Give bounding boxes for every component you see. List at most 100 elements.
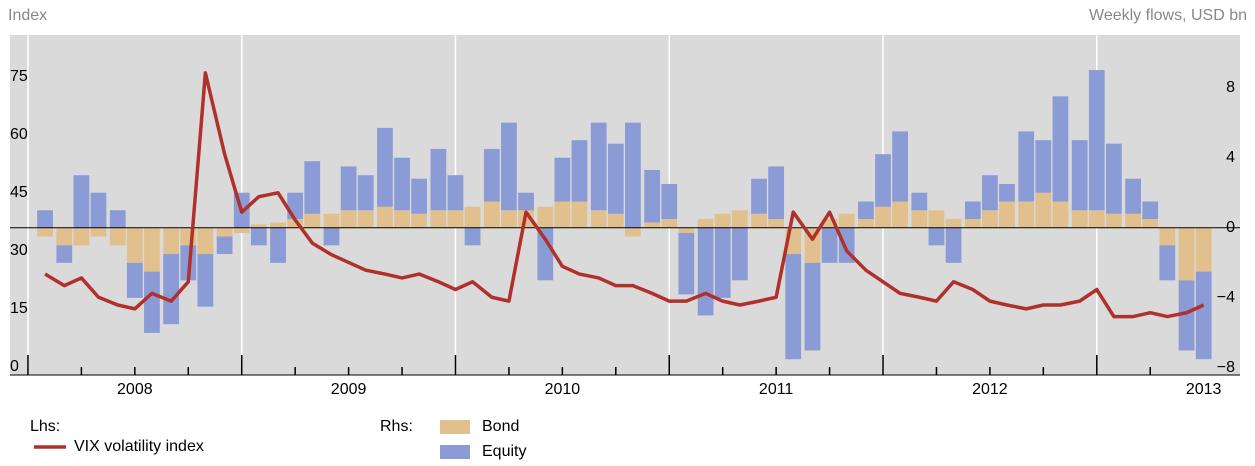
bar (270, 222, 286, 228)
bar (464, 227, 481, 246)
bar (250, 224, 267, 228)
bar (945, 219, 962, 228)
bar (571, 201, 588, 228)
bar (394, 210, 410, 228)
bar (911, 210, 928, 228)
legend-group-label: Rhs: (380, 418, 413, 435)
bar (590, 122, 607, 211)
bar (537, 227, 554, 281)
bar (1195, 271, 1212, 360)
bar (197, 227, 214, 255)
bar (928, 227, 945, 246)
y-tick-label: 60 (10, 126, 28, 143)
bar (607, 213, 624, 228)
bar (1142, 201, 1159, 220)
bar (37, 210, 53, 228)
bar (90, 227, 107, 237)
bar (644, 222, 661, 228)
legend-label: VIX volatility index (74, 438, 204, 455)
x-tick-label: 2011 (759, 381, 794, 398)
bar (411, 213, 428, 228)
bar (1178, 227, 1195, 281)
x-tick-label: 2013 (1186, 381, 1222, 398)
bar (73, 175, 90, 228)
bar (945, 227, 962, 263)
bar (731, 227, 748, 281)
bar (501, 210, 517, 228)
bar (554, 201, 571, 228)
bar (768, 166, 785, 220)
bar (357, 210, 374, 228)
bar (56, 245, 73, 263)
bar (109, 227, 126, 246)
y2-tick-label: −8 (1217, 359, 1235, 376)
bar (163, 227, 180, 255)
line (44, 71, 1205, 319)
y-tick-label: 75 (10, 68, 28, 85)
bar (1195, 227, 1212, 272)
bar (768, 219, 785, 228)
bar (1105, 143, 1122, 214)
bar (197, 254, 214, 307)
bar (751, 178, 767, 214)
bar (982, 175, 998, 211)
bar (838, 213, 855, 228)
bar (785, 254, 802, 360)
bar (483, 201, 500, 228)
legend-label: Bond (482, 418, 519, 435)
bar (697, 219, 714, 228)
bar (270, 227, 286, 263)
bar (1125, 178, 1142, 214)
bar (731, 210, 748, 228)
bar (1159, 245, 1176, 281)
bar (804, 262, 821, 351)
legend-label: Equity (482, 443, 526, 460)
bar (430, 210, 447, 228)
bar (661, 183, 678, 220)
y2-tick-label: 8 (1226, 79, 1235, 96)
bar (661, 219, 678, 228)
y-tick-label: 45 (10, 184, 28, 201)
bar (430, 148, 447, 211)
bar (56, 227, 73, 246)
bar (821, 227, 838, 263)
x-tick-label: 2012 (972, 381, 1008, 398)
bar (323, 227, 340, 246)
bar (571, 140, 588, 202)
y2-tick-label: 4 (1226, 149, 1235, 166)
bar (678, 227, 695, 234)
bar (714, 213, 731, 228)
bar (1105, 213, 1122, 228)
bar (394, 157, 410, 211)
bar (590, 210, 607, 228)
bar (1088, 210, 1105, 228)
bar (982, 210, 998, 228)
bar (1071, 140, 1088, 211)
bar (216, 236, 233, 255)
bar (144, 227, 160, 272)
y-tick-label: 0 (10, 358, 19, 375)
bar (1178, 280, 1195, 351)
legend-swatch (440, 445, 470, 459)
bar (644, 169, 661, 223)
bar (821, 219, 838, 228)
bar (411, 178, 428, 214)
bar (1159, 227, 1176, 246)
left-axis-label: Index (8, 7, 47, 24)
bar (109, 210, 126, 228)
bar (447, 210, 464, 228)
bar (377, 206, 393, 228)
legend-swatch (440, 420, 470, 434)
bar (537, 206, 554, 228)
bar (144, 271, 160, 333)
bar (126, 262, 143, 298)
bar (911, 192, 928, 211)
bar (875, 154, 891, 207)
bar (464, 206, 481, 228)
bar (1052, 201, 1069, 228)
x-tick-label: 2008 (117, 381, 153, 398)
bar (501, 122, 517, 211)
plot-background (10, 35, 1240, 375)
bar (216, 227, 233, 237)
